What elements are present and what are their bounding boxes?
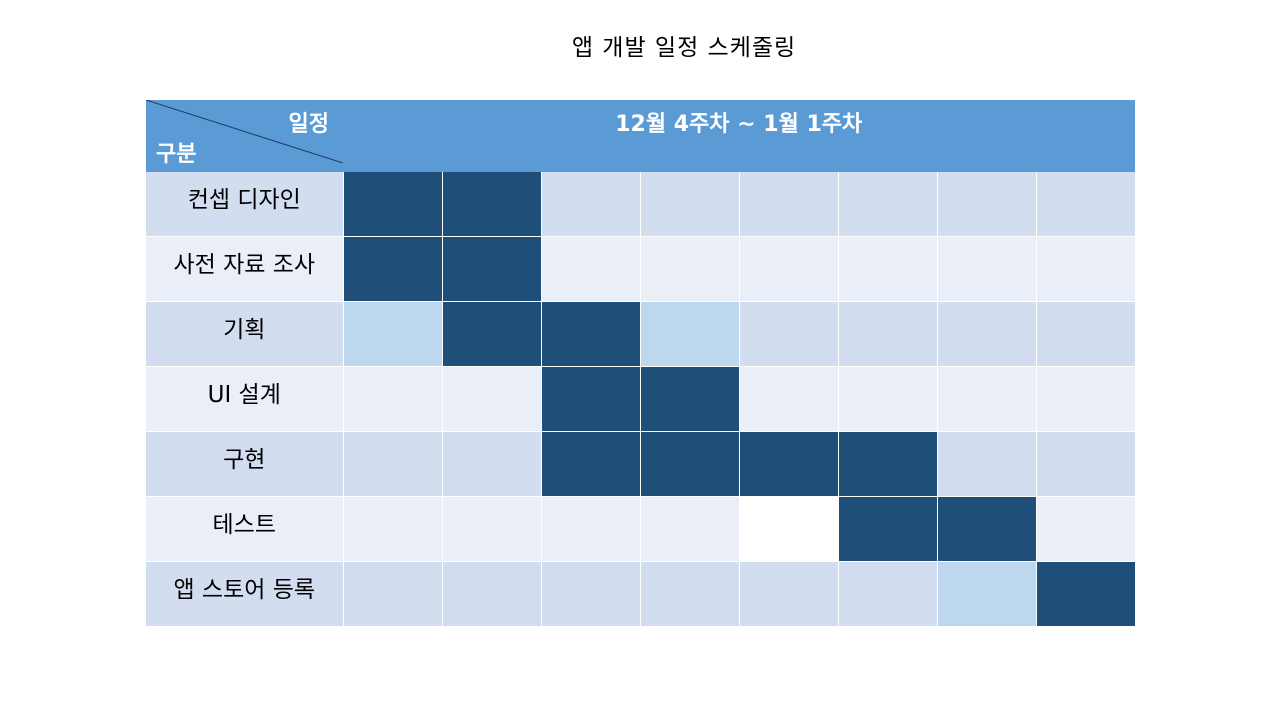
week-cell-5 — [738, 172, 838, 237]
week-cell-3 — [540, 561, 640, 627]
week-cell-7 — [936, 301, 1036, 367]
week-cell-8 — [1035, 172, 1135, 237]
week-cell-4 — [639, 561, 739, 627]
week-cell-4 — [639, 172, 739, 237]
task-label: 컨셉 디자인 — [146, 172, 344, 237]
week-cell-2 — [441, 236, 541, 302]
week-cell-1 — [342, 301, 442, 367]
week-cell-3 — [540, 496, 640, 562]
corner-header: 일정 구분 — [146, 100, 343, 172]
week-cell-8 — [1035, 431, 1135, 497]
week-cell-8 — [1035, 366, 1135, 432]
week-cell-8 — [1035, 496, 1135, 562]
week-cell-5 — [738, 431, 838, 497]
table-row: 앱 스토어 등록 — [146, 561, 1135, 627]
page-title: 앱 개발 일정 스케줄링 — [571, 35, 797, 61]
week-cell-6 — [837, 431, 937, 497]
task-label: 기획 — [146, 301, 344, 367]
corner-diagonal — [146, 100, 343, 163]
week-cell-6 — [837, 366, 937, 432]
period-header: 12월 4주차 ~ 1월 1주차 — [343, 100, 1135, 172]
week-cell-1 — [342, 561, 442, 627]
week-cell-6 — [837, 236, 937, 302]
week-cell-6 — [837, 496, 937, 562]
week-cell-3 — [540, 172, 640, 237]
header-row: 일정 구분 12월 4주차 ~ 1월 1주차 — [146, 100, 1135, 172]
week-cell-2 — [441, 561, 541, 627]
schedule-table: 일정 구분 12월 4주차 ~ 1월 1주차 컨셉 디자인 사전 자료 조사 기획 U… — [146, 100, 1135, 627]
week-cell-2 — [441, 172, 541, 237]
week-cell-5 — [738, 366, 838, 432]
week-cell-3 — [540, 301, 640, 367]
task-label: 앱 스토어 등록 — [146, 561, 344, 627]
week-cell-5 — [738, 236, 838, 302]
task-label: 테스트 — [146, 496, 344, 562]
week-cell-5 — [738, 496, 838, 562]
table-row: 사전 자료 조사 — [146, 236, 1135, 302]
week-cell-8 — [1035, 236, 1135, 302]
week-cell-2 — [441, 496, 541, 562]
week-cell-4 — [639, 301, 739, 367]
week-cell-1 — [342, 366, 442, 432]
week-cell-6 — [837, 561, 937, 627]
week-cell-7 — [936, 561, 1036, 627]
week-cell-8 — [1035, 561, 1135, 627]
week-cell-7 — [936, 172, 1036, 237]
week-cell-3 — [540, 431, 640, 497]
table-row: UI 설계 — [146, 366, 1135, 432]
task-label: 구현 — [146, 431, 344, 497]
week-cell-4 — [639, 431, 739, 497]
week-cell-6 — [837, 301, 937, 367]
week-cell-2 — [441, 431, 541, 497]
task-label: UI 설계 — [146, 366, 344, 432]
week-cell-4 — [639, 236, 739, 302]
week-cell-4 — [639, 366, 739, 432]
week-cell-2 — [441, 301, 541, 367]
week-cell-1 — [342, 431, 442, 497]
week-cell-2 — [441, 366, 541, 432]
week-cell-7 — [936, 236, 1036, 302]
week-cell-7 — [936, 496, 1036, 562]
corner-schedule-label: 일정 — [288, 112, 329, 137]
week-cell-7 — [936, 431, 1036, 497]
week-cell-1 — [342, 496, 442, 562]
task-label: 사전 자료 조사 — [146, 236, 344, 302]
week-cell-5 — [738, 561, 838, 627]
week-cell-4 — [639, 496, 739, 562]
week-cell-5 — [738, 301, 838, 367]
week-cell-7 — [936, 366, 1036, 432]
table-row: 기획 — [146, 301, 1135, 367]
table-row: 컨셉 디자인 — [146, 172, 1135, 237]
week-cell-3 — [540, 236, 640, 302]
corner-category-label: 구분 — [156, 142, 197, 167]
week-cell-8 — [1035, 301, 1135, 367]
week-cell-6 — [837, 172, 937, 237]
table-row: 테스트 — [146, 496, 1135, 562]
week-cell-1 — [342, 236, 442, 302]
week-cell-1 — [342, 172, 442, 237]
table-row: 구현 — [146, 431, 1135, 497]
task-rows: 컨셉 디자인 사전 자료 조사 기획 UI 설계 구현 테스트 앱 스토어 등록 — [146, 172, 1135, 627]
week-cell-3 — [540, 366, 640, 432]
